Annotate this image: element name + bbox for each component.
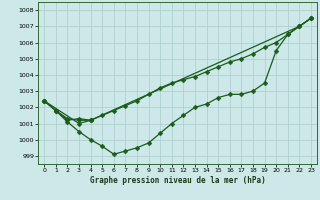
X-axis label: Graphe pression niveau de la mer (hPa): Graphe pression niveau de la mer (hPa) [90, 176, 266, 185]
